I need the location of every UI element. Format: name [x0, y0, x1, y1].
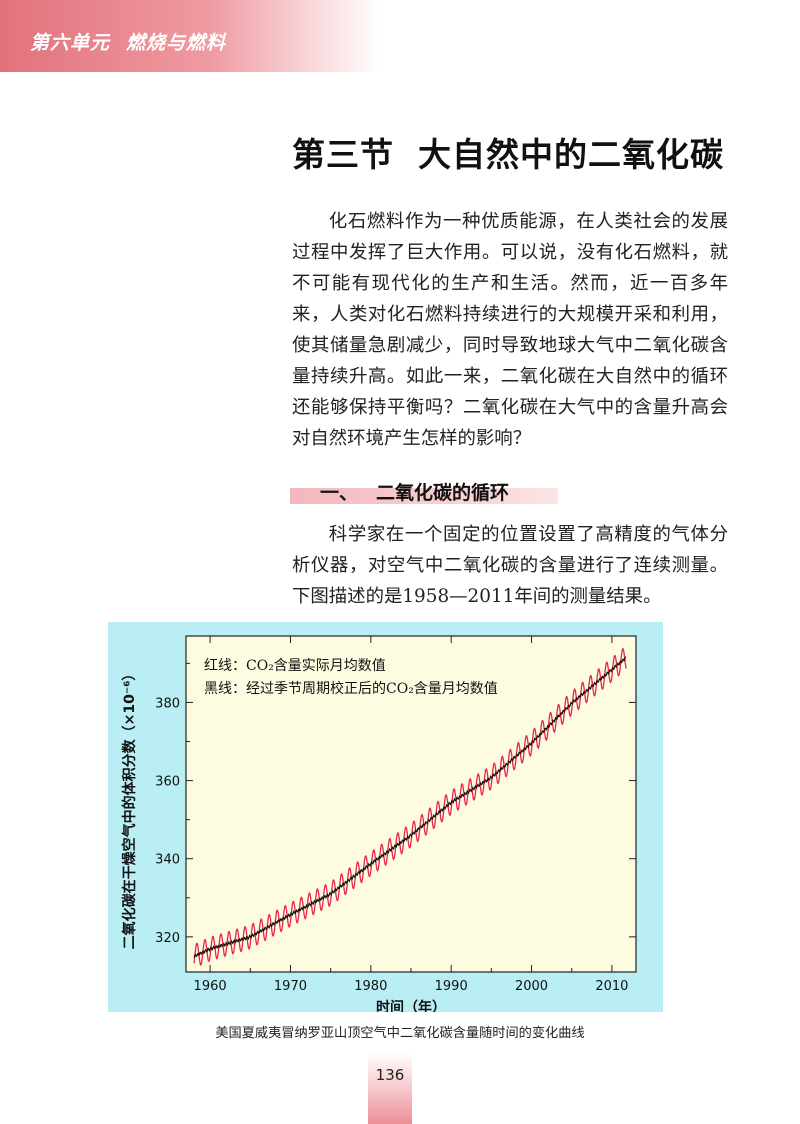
- subsection-number: 一、: [320, 482, 359, 504]
- section-number: 第三节: [292, 135, 394, 174]
- legend-line: 黑线：经过季节周期校正后的CO₂含量月均数值: [204, 680, 498, 697]
- intro-paragraph: 化石燃料作为一种优质能源，在人类社会的发展过程中发挥了巨大作用。可以说，没有化石…: [292, 211, 728, 449]
- header-band: [0, 0, 380, 72]
- x-tick-label: 1980: [354, 979, 387, 994]
- header-unit: 第六单元: [30, 32, 111, 54]
- series-black-line: [193, 656, 626, 958]
- axis-ticks: 1960 1970 1980 1990 2000 2010 320 340 360 380: [155, 636, 636, 994]
- header-topic: 燃烧与燃料: [126, 32, 227, 54]
- y-axis-label: 二氧化碳在干燥空气中的体积分数（×10⁻⁶）: [121, 667, 138, 950]
- x-tick-label: 1970: [274, 979, 307, 994]
- x-tick-label: 1960: [194, 979, 227, 994]
- page-number: 136: [375, 1066, 405, 1084]
- section-title-text: 大自然中的二氧化碳: [418, 135, 724, 174]
- series-red: [193, 647, 627, 966]
- plot-area: [186, 636, 636, 972]
- figure-caption: 美国夏威夷冒纳罗亚山顶空气中二氧化碳含量随时间的变化曲线: [215, 1026, 585, 1041]
- y-tick-label: 360: [155, 775, 180, 790]
- x-tick-label: 2010: [595, 979, 628, 994]
- y-tick-label: 340: [155, 853, 180, 868]
- section-title: 第三节 大自然中的二氧化碳: [292, 128, 724, 176]
- series-black: [193, 656, 626, 958]
- subsection-heading: 一、 二氧化碳的循环: [320, 478, 509, 505]
- x-tick-label: 1990: [435, 979, 468, 994]
- x-axis-label: 时间（年）: [376, 999, 446, 1012]
- subhead-highlight: [290, 488, 558, 504]
- running-header: 第六单元 燃烧与燃料: [30, 28, 242, 55]
- co2-chart: 1960 1970 1980 1990 2000 2010 320 340 360 380 红线：…: [121, 635, 637, 1012]
- subsection-title: 二氧化碳的循环: [376, 482, 510, 504]
- plot-frame: [185, 635, 637, 973]
- series-red-line: [193, 647, 627, 966]
- y-tick-label: 380: [155, 696, 180, 711]
- page-number-tab: [368, 1052, 412, 1124]
- measurement-paragraph: 科学家在一个固定的位置设置了高精度的气体分析仪器，对空气中二氧化碳的含量进行了连…: [292, 524, 728, 607]
- x-tick-label: 2000: [515, 979, 548, 994]
- legend-line: 红线：CO₂含量实际月均数值: [204, 658, 386, 674]
- y-tick-label: 320: [155, 931, 180, 946]
